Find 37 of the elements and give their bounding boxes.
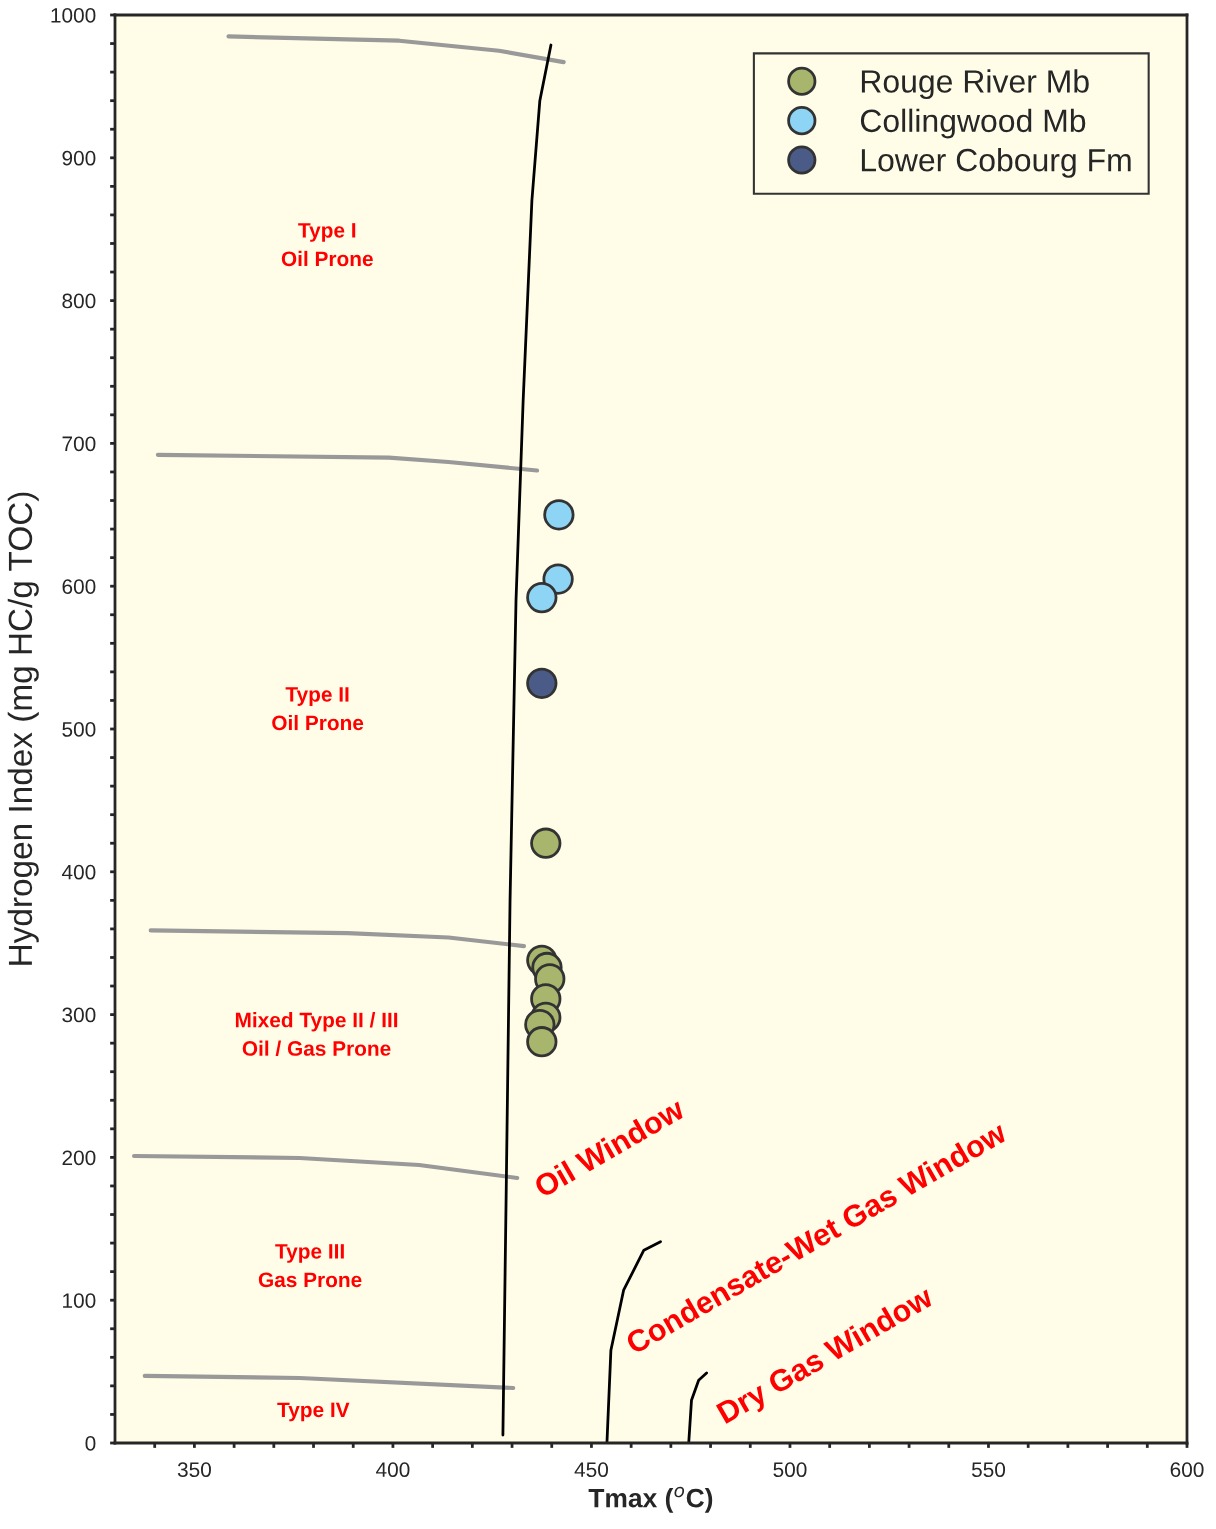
annotation: Mixed Type II / III Oil / Gas Prone bbox=[235, 1012, 398, 1057]
x-tick-label: 500 bbox=[773, 1462, 807, 1478]
line-series bbox=[226, 34, 566, 65]
point bbox=[526, 667, 558, 699]
point bbox=[530, 827, 562, 859]
line-series bbox=[155, 452, 540, 473]
legend-label: Rouge River Mb bbox=[861, 69, 1089, 100]
x-tick-label: 550 bbox=[971, 1462, 1006, 1478]
annotation: Type II Oil Prone bbox=[272, 687, 364, 731]
legend-label: Collingwood Mb bbox=[860, 108, 1086, 139]
y-tick-label: 900 bbox=[62, 150, 96, 166]
y-tick-label: 500 bbox=[62, 722, 96, 737]
y-tick-label: 600 bbox=[62, 579, 96, 594]
line-series bbox=[687, 1371, 708, 1443]
annotation: Type I Oil Prone bbox=[281, 223, 373, 267]
y-tick-label: 1000 bbox=[51, 8, 96, 23]
annotation: Type III Gas Prone bbox=[258, 1244, 362, 1288]
y-tick-label: 300 bbox=[62, 1007, 96, 1023]
y-tick-label: 800 bbox=[62, 293, 96, 309]
x-tick-label: 600 bbox=[1170, 1462, 1204, 1478]
y-tick-label: 700 bbox=[62, 436, 96, 452]
line-series bbox=[148, 928, 527, 949]
line-series bbox=[131, 1153, 520, 1181]
x-tick-label: 400 bbox=[376, 1462, 410, 1478]
x-tick-label: 450 bbox=[574, 1462, 609, 1478]
annotation: Type IV bbox=[277, 1402, 350, 1422]
y-axis-title: Hydrogen Index (mg HC/g TOC) bbox=[7, 492, 39, 965]
point bbox=[526, 582, 558, 614]
x-tick-label: 350 bbox=[177, 1462, 211, 1478]
point bbox=[543, 499, 575, 531]
legend-label: Lower Cobourg Fm bbox=[861, 148, 1131, 178]
point bbox=[526, 1026, 558, 1058]
y-tick-label: 400 bbox=[61, 864, 96, 880]
y-tick-label: 200 bbox=[62, 1150, 96, 1166]
x-axis-title: Tmax ($^{o}$C) bbox=[588, 1486, 713, 1513]
y-tick-label: 0 bbox=[85, 1436, 96, 1451]
y-tick-label: 100 bbox=[63, 1293, 96, 1308]
